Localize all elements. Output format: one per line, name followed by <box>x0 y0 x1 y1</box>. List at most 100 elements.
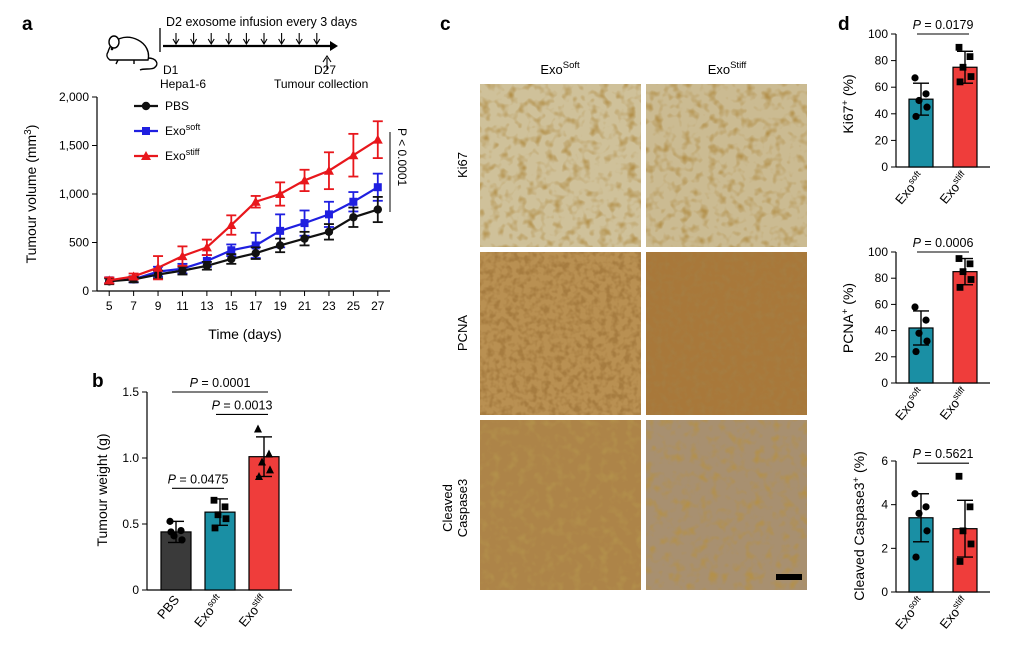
b-bar-group <box>204 496 236 591</box>
a-legend-item: PBS <box>134 99 189 113</box>
a-point <box>276 226 285 235</box>
d1-y-tick-label: 80 <box>875 54 889 68</box>
d3-data-point <box>911 490 919 498</box>
a-stat-label: P < 0.0001 <box>395 128 409 186</box>
a-point <box>275 189 286 198</box>
a-series-line <box>109 186 379 282</box>
b-data-point <box>254 424 262 433</box>
a-point <box>372 134 383 144</box>
b-data-point <box>178 536 186 544</box>
infusion-label: D2 exosome infusion every 3 days <box>166 15 357 29</box>
a-x-tick-label: 19 <box>273 299 287 313</box>
a-point <box>227 254 236 264</box>
d2-bar-group <box>908 303 934 384</box>
a-point <box>227 246 236 255</box>
a-y-tick-label: 1,500 <box>59 139 89 153</box>
d2-data-point <box>912 347 920 356</box>
a-point <box>323 165 334 175</box>
a-point <box>324 210 333 219</box>
d3-bar-group <box>908 490 934 593</box>
d1-y-tick-label: 60 <box>875 80 889 94</box>
a-point <box>275 241 285 250</box>
b-data-point <box>177 527 185 535</box>
b-bar-group <box>248 424 280 591</box>
d3-data-point <box>959 527 967 535</box>
d2-data-point <box>955 255 963 262</box>
row-label-caspase3: Caspase3 <box>455 479 470 538</box>
a-point <box>300 234 309 243</box>
a-point <box>153 262 164 272</box>
d1-data-point <box>959 63 967 71</box>
d2-data-point <box>956 283 964 291</box>
d2-y-tick-label: 100 <box>868 245 888 259</box>
b-data-point <box>222 515 230 523</box>
b-y-tick-label: 1.0 <box>122 451 139 465</box>
d1-data-point <box>956 78 964 86</box>
row-label-pcna: PCNA <box>455 315 470 351</box>
a-point <box>324 227 334 237</box>
d1-p-value: P = 0.0179 <box>913 18 974 32</box>
b-data-point <box>258 457 266 466</box>
b-bar <box>248 456 280 591</box>
d1-y-axis-label: Ki67+ (%) <box>840 74 856 133</box>
a-point <box>373 183 382 192</box>
start-day: D1 <box>163 63 179 77</box>
a-point <box>251 248 260 258</box>
d2-data-point <box>911 303 919 311</box>
d2-data-point <box>966 260 974 268</box>
b-data-point <box>210 496 218 504</box>
panel-label-b: b <box>92 371 104 392</box>
d2-data-point <box>959 268 967 276</box>
d3-y-tick-label: 2 <box>881 541 888 555</box>
col-label-soft: ExoSoft <box>540 60 580 77</box>
d1-data-point <box>922 90 930 98</box>
experiment-schematic: D2 exosome infusion every 3 days D1 Hepa… <box>106 15 368 91</box>
a-series-1 <box>104 172 383 285</box>
d1-data-point <box>912 112 920 121</box>
a-legend-item: Exostiff <box>134 147 200 163</box>
a-series-line <box>109 138 379 282</box>
d1-data-point <box>967 73 975 80</box>
col-label-stiff: ExoStiff <box>708 60 747 77</box>
b-category-label: Exostiff <box>235 591 271 629</box>
a-y-tick-label: 0 <box>82 284 89 298</box>
a-point <box>201 242 212 252</box>
a-point <box>177 251 188 261</box>
b-y-tick-label: 0 <box>132 583 139 597</box>
d1-category-label: Exostiff <box>936 168 972 206</box>
a-x-tick-label: 21 <box>298 299 312 313</box>
a-point <box>104 275 115 285</box>
d1-y-tick-label: 0 <box>881 160 888 174</box>
tumour-weight-bar-chart: Tumour weight (g) 0 0.5 1.0 1.5 PBS ExosoftEx… <box>94 376 292 630</box>
b-data-point <box>221 503 229 511</box>
a-point <box>348 150 359 160</box>
d3-bar-group <box>952 472 978 593</box>
a-x-tick-label: 7 <box>130 299 137 313</box>
d1-y-tick-label: 100 <box>868 27 888 41</box>
a-legend-label: PBS <box>165 99 189 113</box>
d1-bar-group <box>908 74 934 168</box>
d2-data-point <box>922 316 930 324</box>
end-day: D27 <box>314 63 336 77</box>
ihc-image-panel: ExoSoft ExoStiff Ki67 PCNA Cleaved Caspa… <box>440 60 807 590</box>
d3-data-point <box>922 503 930 511</box>
a-y-tick-label: 500 <box>69 236 89 250</box>
a-point <box>202 256 211 265</box>
d2-data-point <box>967 276 975 283</box>
a-point <box>300 219 309 228</box>
d2-y-tick-label: 80 <box>875 271 889 285</box>
d2-data-point <box>915 329 923 337</box>
tumour-volume-line-chart: 0 500 1,000 1,500 2,000 5 7 9 11 13 15 17 19 21 23 25 27… <box>23 90 409 342</box>
d3-y-tick-label: 4 <box>881 498 888 512</box>
a-series-2 <box>104 120 383 285</box>
d1-data-point <box>911 74 919 82</box>
d1-data-point <box>955 43 963 51</box>
b-data-point <box>265 449 273 458</box>
panel-label-a: a <box>22 14 33 35</box>
d2-bar-group <box>952 255 978 384</box>
panel-label-d: d <box>838 14 850 35</box>
a-point <box>178 266 187 275</box>
a-legend-item: Exosoft <box>134 122 201 138</box>
d1-y-tick-label: 40 <box>875 107 889 121</box>
